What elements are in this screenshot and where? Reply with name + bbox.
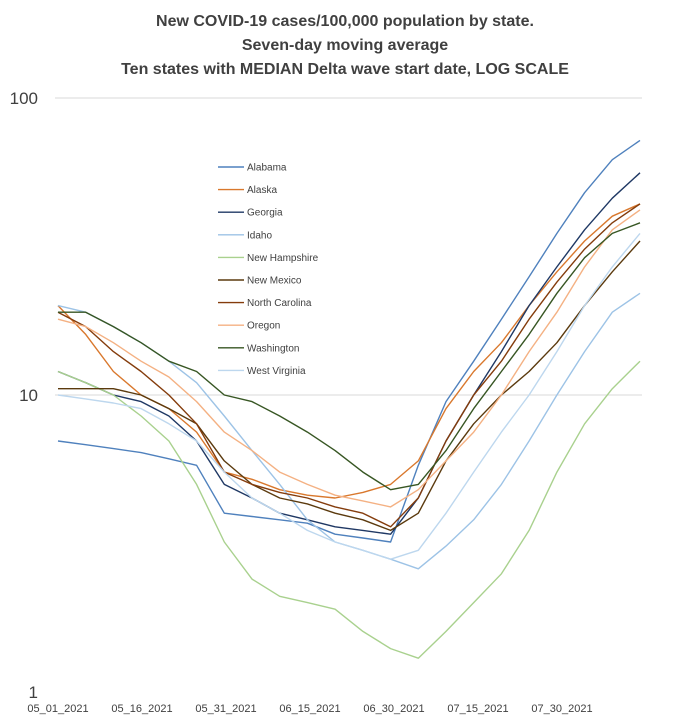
series-lines [57, 139, 641, 659]
legend: Alabama Alaska Georgia Idaho New Hampshire Ne… [218, 163, 319, 377]
x-axis-ticks: 05_01_2021 05_16_2021 05_31_2021 06_15_2021… [27, 703, 592, 715]
x-tick-label: 06_30_2021 [363, 703, 424, 715]
series-line-north-carolina [57, 203, 641, 528]
x-tick-label: 06_15_2021 [279, 703, 340, 715]
y-tick-label: 1 [29, 683, 38, 702]
series-line-alabama [57, 139, 641, 543]
legend-label: Alaska [247, 185, 277, 196]
series-line-georgia [57, 172, 641, 535]
series-line-washington [58, 222, 641, 491]
series-line-new-hampshire [57, 360, 641, 659]
legend-label: Oregon [247, 321, 280, 332]
chart-title-line-3: Ten states with MEDIAN Delta wave start … [121, 61, 569, 78]
x-tick-label: 05_31_2021 [195, 703, 256, 715]
chart-title-line-1: New COVID-19 cases/100,000 population by… [156, 13, 534, 30]
legend-label: Idaho [247, 230, 272, 241]
y-tick-label: 10 [19, 386, 38, 405]
legend-label: New Mexico [247, 276, 302, 287]
gridlines [55, 97, 642, 396]
series-line-west-virginia [57, 232, 641, 560]
chart-title-line-2: Seven-day moving average [242, 37, 448, 54]
y-axis-ticks: 1 10 100 [10, 89, 38, 702]
x-tick-label: 05_01_2021 [27, 703, 88, 715]
series-line-oregon [57, 209, 641, 508]
y-tick-label: 100 [10, 89, 38, 108]
chart-title: New COVID-19 cases/100,000 population by… [121, 13, 569, 78]
legend-label: Washington [247, 343, 299, 354]
x-tick-label: 07_15_2021 [447, 703, 508, 715]
series-line-new-mexico [58, 240, 641, 532]
legend-label: Georgia [247, 208, 283, 219]
legend-label: Alabama [247, 163, 287, 174]
legend-label: West Virginia [247, 366, 306, 377]
x-tick-label: 05_16_2021 [111, 703, 172, 715]
legend-label: New Hampshire [247, 253, 319, 264]
legend-label: North Carolina [247, 298, 312, 309]
series-line-idaho [57, 292, 641, 570]
x-tick-label: 07_30_2021 [531, 703, 592, 715]
